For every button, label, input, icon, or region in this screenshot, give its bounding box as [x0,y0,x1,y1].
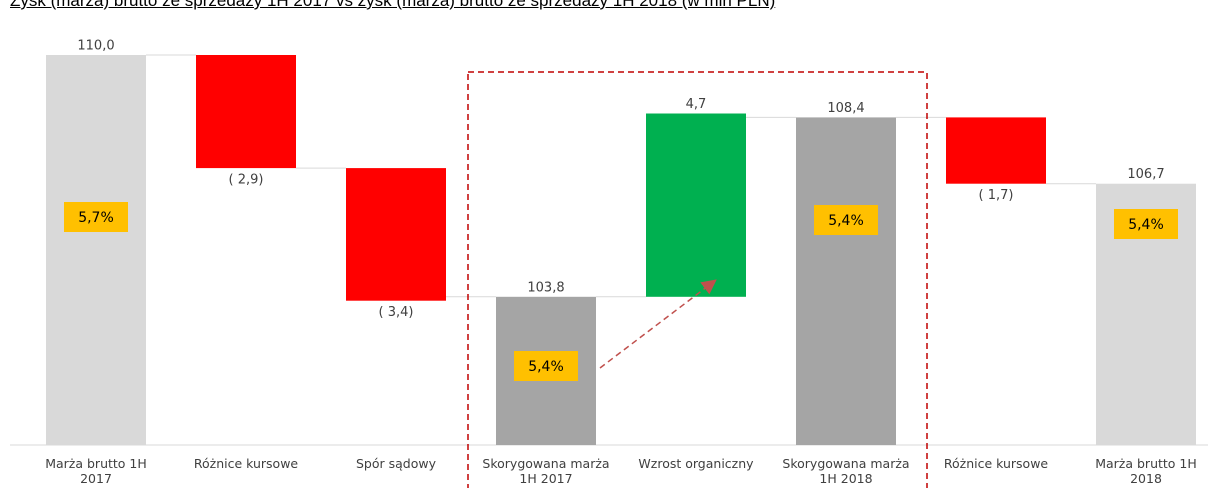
margin-label: 5,4% [1128,217,1164,233]
x-tick-label: Spór sądowy [355,456,436,471]
bar [346,168,446,301]
value-label: ( 1,7) [979,188,1014,203]
arrow [599,279,717,369]
x-tick-label: Skorygowana marża 1H 2017 [482,456,610,486]
margin-label: 5,4% [828,213,864,229]
bar [796,117,896,446]
value-label: 106,7 [1127,167,1164,182]
x-tick-label: Różnice kursowe [943,456,1049,471]
margin-badge [1114,209,1178,239]
x-tick-label: Wzrost organiczny [638,456,754,471]
margin-label: 5,7% [78,210,114,226]
margin-badge [64,202,128,232]
x-tick-label: Marża brutto 1H 2018 [1095,456,1197,486]
value-label: ( 2,9) [229,173,264,188]
chart-title: Zysk (marża) brutto ze sprzedaży 1H 2017… [10,0,776,10]
value-label: ( 3,4) [379,305,414,320]
bar [646,113,746,297]
value-label: 110,0 [77,39,114,54]
x-tick-label: Marża brutto 1H 2017 [45,456,147,486]
value-label: 108,4 [827,101,864,116]
bar [196,55,296,169]
value-label: 4,7 [686,97,707,112]
bar [946,117,1046,184]
margin-badge [514,351,578,381]
bar [46,55,146,445]
x-tick-label: Różnice kursowe [193,456,299,471]
margin-label: 5,4% [528,359,564,375]
highlight-box [467,71,928,488]
margin-badge [814,205,878,235]
x-tick-label: Skorygowana marża 1H 2018 [782,456,910,486]
value-label: 103,8 [527,280,564,295]
